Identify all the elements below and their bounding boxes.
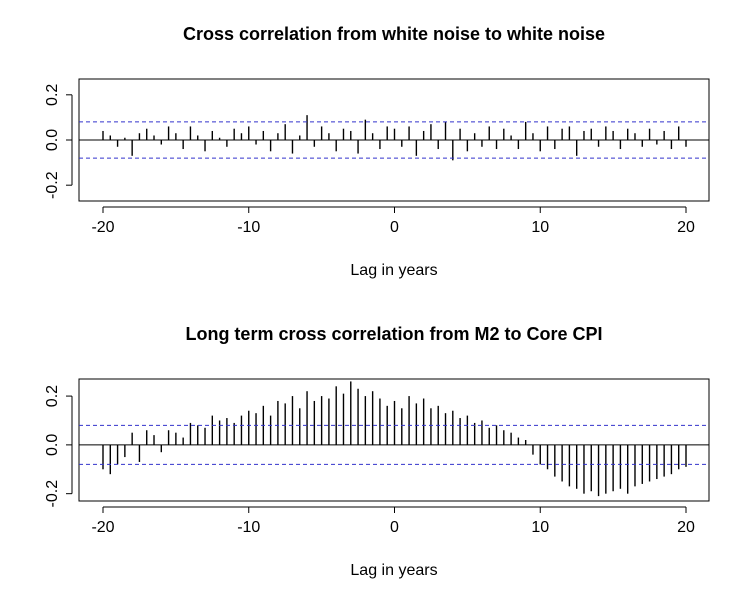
chart-panel-white-noise: Cross correlation from white noise to wh…: [44, 24, 710, 279]
y-axis: -0.2 0.0 0.2: [44, 385, 73, 508]
x-tick-label: -10: [237, 219, 260, 236]
x-tick-label: -20: [91, 219, 114, 236]
confidence-bounds: [79, 424, 709, 465]
chart-title: Long term cross correlation from M2 to C…: [185, 324, 602, 344]
x-tick-label: 10: [531, 519, 549, 536]
chart-panel-m2-core-cpi: Long term cross correlation from M2 to C…: [44, 324, 710, 579]
x-tick-label: -10: [237, 519, 260, 536]
x-tick-label: -20: [91, 519, 114, 536]
x-tick-label: 0: [390, 519, 399, 536]
x-tick-label: 0: [390, 219, 399, 236]
x-axis-label: Lag in years: [350, 262, 437, 279]
bar-series: [79, 381, 709, 497]
y-tick-label: 0.2: [44, 385, 61, 407]
x-axis: -20 -10 0 10 20: [91, 506, 695, 536]
confidence-bounds: [79, 121, 709, 159]
x-tick-label: 10: [531, 219, 549, 236]
y-tick-label: 0.2: [44, 84, 61, 106]
y-tick-label: 0.0: [44, 434, 61, 456]
y-tick-label: 0.0: [44, 129, 61, 151]
y-axis: -0.2 0.0 0.2: [44, 84, 73, 199]
y-tick-label: -0.2: [44, 480, 61, 508]
y-tick-label: -0.2: [44, 171, 61, 199]
bar-series: [79, 115, 709, 161]
x-axis-label: Lag in years: [350, 562, 437, 579]
x-tick-label: 20: [677, 219, 695, 236]
plot-frame: [78, 378, 710, 502]
x-tick-label: 20: [677, 519, 695, 536]
chart-title: Cross correlation from white noise to wh…: [183, 24, 605, 44]
x-axis: -20 -10 0 10 20: [91, 206, 695, 236]
